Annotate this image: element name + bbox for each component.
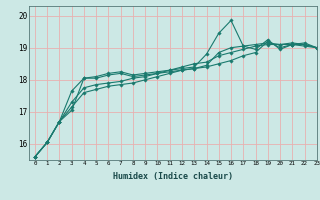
X-axis label: Humidex (Indice chaleur): Humidex (Indice chaleur) — [113, 172, 233, 181]
